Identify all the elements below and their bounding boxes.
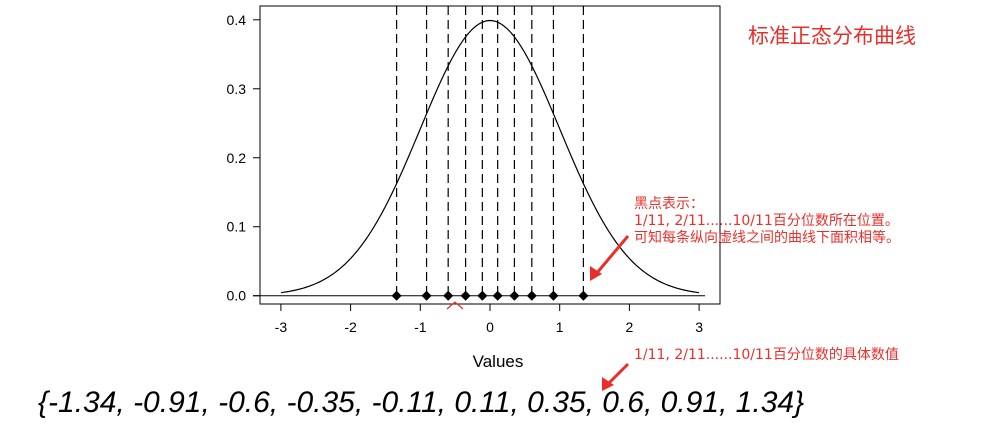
quantile-points — [391, 290, 589, 301]
quantile-point-10 — [578, 290, 589, 301]
note-line-1: 黑点表示： — [634, 196, 704, 212]
quantile-dashed-lines — [396, 6, 584, 296]
y-tick-label-3: 0.3 — [227, 81, 247, 97]
quantile-point-7 — [509, 290, 520, 301]
x-tick-label-6: 3 — [695, 319, 703, 335]
y-tick-label-4: 0.4 — [227, 12, 247, 28]
plot-frame — [259, 5, 721, 305]
chart-title: 标准正态分布曲线 — [748, 24, 916, 48]
note-arrow-head — [590, 266, 602, 281]
quantile-values-note: 1/11, 2/11......10/11百分位数的具体数值 — [634, 347, 899, 363]
x-tick-label-3: 0 — [486, 319, 494, 335]
density-curve — [280, 19, 700, 294]
values-arrow-line — [606, 362, 630, 386]
quantile-point-6 — [492, 290, 503, 301]
x-axis: -3 -2 -1 0 1 2 3 — [275, 303, 703, 335]
note-arrow-line — [594, 235, 630, 275]
x-tick-label-4: 1 — [556, 319, 564, 335]
small-red-mark — [446, 301, 464, 310]
quantile-point-4 — [460, 290, 471, 301]
quantile-point-2 — [421, 290, 432, 301]
quantile-point-5 — [477, 290, 488, 301]
quantile-point-3 — [443, 290, 454, 301]
x-axis-label: Values — [473, 352, 524, 371]
x-tick-label-1: -2 — [344, 319, 357, 335]
x-tick-label-5: 2 — [625, 319, 633, 335]
quantile-values-text: {-1.34, -0.91, -0.6, -0.35, -0.11, 0.11,… — [38, 386, 805, 419]
quantile-point-1 — [391, 290, 402, 301]
x-tick-label-2: -1 — [414, 319, 427, 335]
y-axis: 0.0 0.1 0.2 0.3 0.4 — [227, 12, 260, 304]
quantile-point-8 — [526, 290, 537, 301]
y-tick-label-2: 0.2 — [227, 150, 247, 166]
x-tick-label-0: -3 — [275, 319, 288, 335]
note-line-2: 1/11, 2/11......10/11百分位数所在位置。 — [634, 213, 899, 229]
values-arrow-head — [602, 377, 614, 391]
quantile-point-9 — [548, 290, 559, 301]
quantile-explanation: 黑点表示： 1/11, 2/11......10/11百分位数所在位置。 可知每… — [634, 196, 900, 247]
y-tick-label-0: 0.0 — [227, 288, 247, 304]
note-line-3: 可知每条纵向虚线之间的曲线下面积相等。 — [634, 230, 900, 246]
y-tick-label-1: 0.1 — [227, 219, 247, 235]
